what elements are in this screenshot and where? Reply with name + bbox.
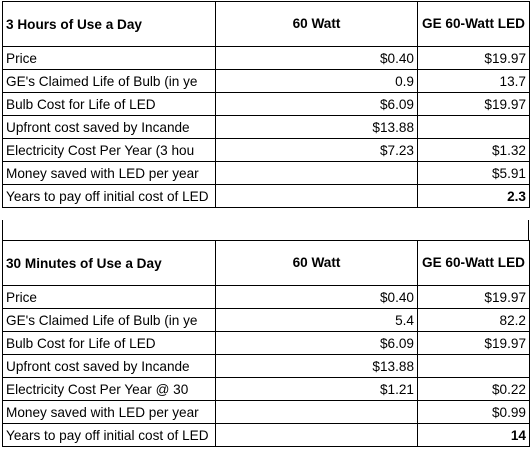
cell-ge-led[interactable]: $19.97 bbox=[417, 285, 530, 309]
table-header-row: 3 Hours of Use a Day 60 Watt GE 60-Watt … bbox=[2, 1, 530, 47]
row-label[interactable]: Price bbox=[2, 46, 216, 70]
table-row: Bulb Cost for Life of LED $6.09 $19.97 bbox=[2, 331, 530, 355]
table-row: Money saved with LED per year $5.91 bbox=[2, 161, 530, 185]
blank-spacer-row bbox=[2, 220, 529, 240]
table-row: Electricity Cost Per Year (3 hou $7.23 $… bbox=[2, 138, 530, 162]
cell-ge-led[interactable] bbox=[417, 115, 530, 139]
cell-60-watt[interactable]: $13.88 bbox=[215, 354, 418, 378]
cell-60-watt[interactable]: $1.21 bbox=[215, 377, 418, 401]
row-label[interactable]: Money saved with LED per year bbox=[2, 161, 216, 185]
column-header-ge-led[interactable]: GE 60-Watt LED bbox=[417, 1, 530, 47]
cell-ge-led[interactable]: $0.99 bbox=[417, 400, 530, 424]
cell-ge-led[interactable]: $5.91 bbox=[417, 161, 530, 185]
three-hours-table: 3 Hours of Use a Day 60 Watt GE 60-Watt … bbox=[2, 1, 530, 208]
cell-ge-led[interactable]: $1.32 bbox=[417, 138, 530, 162]
cell-ge-led[interactable] bbox=[417, 354, 530, 378]
row-label[interactable]: Money saved with LED per year bbox=[2, 400, 216, 424]
cell-ge-led-payoff[interactable]: 14 bbox=[417, 423, 530, 447]
cell-60-watt[interactable] bbox=[215, 400, 418, 424]
cell-60-watt[interactable]: $7.23 bbox=[215, 138, 418, 162]
cell-60-watt[interactable]: 5.4 bbox=[215, 308, 418, 332]
cell-60-watt[interactable]: $6.09 bbox=[215, 92, 418, 116]
cell-ge-led[interactable]: $19.97 bbox=[417, 46, 530, 70]
table-row: GE's Claimed Life of Bulb (in ye 0.9 13.… bbox=[2, 69, 530, 93]
cell-60-watt[interactable] bbox=[215, 161, 418, 185]
table-row: Price $0.40 $19.97 bbox=[2, 285, 530, 309]
table-row: Upfront cost saved by Incande $13.88 bbox=[2, 354, 530, 378]
table-row: GE's Claimed Life of Bulb (in ye 5.4 82.… bbox=[2, 308, 530, 332]
table-header-row: 30 Minutes of Use a Day 60 Watt GE 60-Wa… bbox=[2, 240, 530, 286]
cell-60-watt[interactable]: $6.09 bbox=[215, 331, 418, 355]
cell-ge-led[interactable]: $0.22 bbox=[417, 377, 530, 401]
cell-ge-led[interactable]: $19.97 bbox=[417, 92, 530, 116]
table-row: Bulb Cost for Life of LED $6.09 $19.97 bbox=[2, 92, 530, 116]
row-label[interactable]: GE's Claimed Life of Bulb (in ye bbox=[2, 308, 216, 332]
row-label[interactable]: Years to pay off initial cost of LED bbox=[2, 423, 216, 447]
table-row: Electricity Cost Per Year @ 30 $1.21 $0.… bbox=[2, 377, 530, 401]
table-title[interactable]: 3 Hours of Use a Day bbox=[2, 1, 216, 47]
table-row: Price $0.40 $19.97 bbox=[2, 46, 530, 70]
column-header-ge-led[interactable]: GE 60-Watt LED bbox=[417, 240, 530, 286]
cell-60-watt[interactable]: 0.9 bbox=[215, 69, 418, 93]
table-row: Money saved with LED per year $0.99 bbox=[2, 400, 530, 424]
cell-60-watt[interactable] bbox=[215, 423, 418, 447]
cell-60-watt[interactable] bbox=[215, 184, 418, 208]
cell-ge-led[interactable]: 13.7 bbox=[417, 69, 530, 93]
row-label[interactable]: Price bbox=[2, 285, 216, 309]
cell-60-watt[interactable]: $0.40 bbox=[215, 285, 418, 309]
table-title[interactable]: 30 Minutes of Use a Day bbox=[2, 240, 216, 286]
thirty-minutes-table: 30 Minutes of Use a Day 60 Watt GE 60-Wa… bbox=[2, 240, 530, 447]
table-row: Years to pay off initial cost of LED 14 bbox=[2, 423, 530, 447]
table-row: Upfront cost saved by Incande $13.88 bbox=[2, 115, 530, 139]
row-label[interactable]: Upfront cost saved by Incande bbox=[2, 115, 216, 139]
row-label[interactable]: Bulb Cost for Life of LED bbox=[2, 92, 216, 116]
cell-ge-led[interactable]: $19.97 bbox=[417, 331, 530, 355]
column-header-60-watt[interactable]: 60 Watt bbox=[215, 1, 418, 47]
cell-ge-led[interactable]: 82.2 bbox=[417, 308, 530, 332]
row-label[interactable]: Bulb Cost for Life of LED bbox=[2, 331, 216, 355]
row-label[interactable]: GE's Claimed Life of Bulb (in ye bbox=[2, 69, 216, 93]
column-header-60-watt[interactable]: 60 Watt bbox=[215, 240, 418, 286]
cell-60-watt[interactable]: $13.88 bbox=[215, 115, 418, 139]
table-row: Years to pay off initial cost of LED 2.3 bbox=[2, 184, 530, 208]
row-label[interactable]: Electricity Cost Per Year (3 hou bbox=[2, 138, 216, 162]
row-label[interactable]: Upfront cost saved by Incande bbox=[2, 354, 216, 378]
row-label[interactable]: Electricity Cost Per Year @ 30 bbox=[2, 377, 216, 401]
cell-60-watt[interactable]: $0.40 bbox=[215, 46, 418, 70]
row-label[interactable]: Years to pay off initial cost of LED bbox=[2, 184, 216, 208]
cell-ge-led-payoff[interactable]: 2.3 bbox=[417, 184, 530, 208]
